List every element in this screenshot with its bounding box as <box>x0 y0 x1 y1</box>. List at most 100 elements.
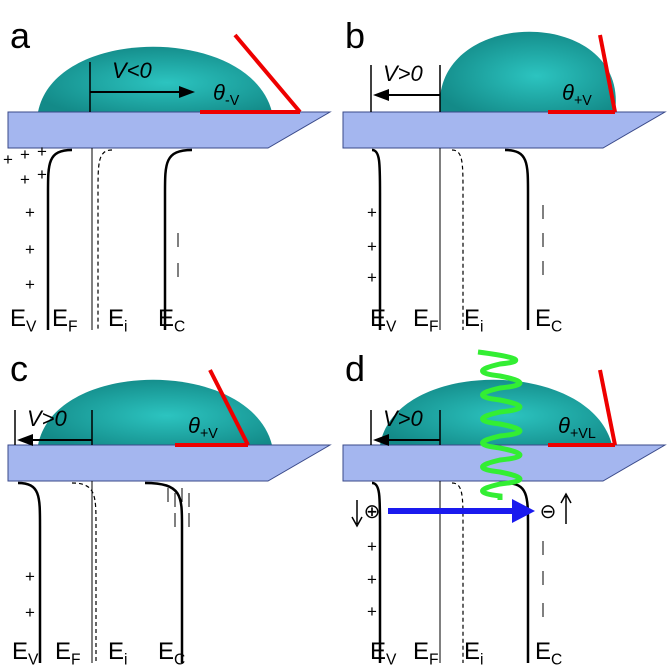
angle-label-sub: -V <box>225 93 240 109</box>
band-line <box>145 483 182 663</box>
panel-label: a <box>10 15 31 56</box>
angle-label-sub: +V <box>574 93 592 109</box>
substrate <box>343 112 665 148</box>
plus-charge: + <box>367 570 377 589</box>
plus-charge: + <box>367 203 377 222</box>
band-label: EC <box>158 305 185 335</box>
band-label-base: E <box>535 638 551 665</box>
band-label-base: E <box>370 638 386 665</box>
panel-label: b <box>345 15 365 56</box>
band-line <box>452 150 463 330</box>
band-label: Ei <box>108 638 127 667</box>
up-arrow <box>561 494 571 524</box>
panel-label: d <box>345 348 365 389</box>
band-label: EF <box>413 305 439 335</box>
droplet <box>38 380 272 445</box>
figure: aV<0θ-VEVEFEiEC++++++++bV>0θ+VEVEFEiEC++… <box>0 0 670 667</box>
substrate <box>8 445 330 481</box>
band-label-base: E <box>413 638 429 665</box>
band-label: EV <box>370 305 397 335</box>
electron: ⊖ <box>540 501 557 523</box>
down-arrow <box>352 500 362 526</box>
band-label-sub: F <box>68 318 78 335</box>
band-label: EC <box>535 305 562 335</box>
band-label-base: E <box>12 638 28 665</box>
band-label-base: E <box>52 305 68 332</box>
plus-charge: + <box>367 268 377 287</box>
band-label: EC <box>535 638 562 667</box>
band-label-sub: C <box>551 651 562 667</box>
angle-label-base: θ <box>562 80 574 105</box>
band-label-sub: C <box>551 318 562 335</box>
voltage-label: V>0 <box>383 406 424 431</box>
band-label-sub: i <box>124 318 127 335</box>
band-label-base: E <box>413 305 429 332</box>
plus-charge: + <box>367 537 377 556</box>
band-label-base: E <box>158 638 174 665</box>
plus-charge: + <box>367 602 377 621</box>
plus-charge: + <box>25 240 35 259</box>
band-label-sub: i <box>480 651 483 667</box>
band-label: EF <box>413 638 439 667</box>
voltage-label: V<0 <box>112 58 153 83</box>
plus-charge: + <box>37 165 47 184</box>
band-line <box>48 150 72 330</box>
band-label-sub: F <box>429 651 439 667</box>
band-label-base: E <box>535 305 551 332</box>
plus-charge: + <box>25 275 35 294</box>
plus-charge: + <box>25 203 35 222</box>
hole: ⊕ <box>364 501 381 523</box>
plus-charge: + <box>20 145 30 164</box>
band-label-sub: i <box>124 651 127 667</box>
band-label-base: E <box>370 305 386 332</box>
band-label-sub: V <box>28 651 39 667</box>
band-label-base: E <box>464 305 480 332</box>
band-label-base: E <box>55 638 71 665</box>
angle-label-base: θ <box>558 413 570 438</box>
band-label-sub: V <box>386 651 397 667</box>
angle-label-sub: +VL <box>570 426 596 442</box>
band-label-sub: i <box>480 318 483 335</box>
band-label: EF <box>55 638 81 667</box>
voltage-label: V>0 <box>383 61 424 86</box>
band-label: EV <box>12 638 39 667</box>
band-label-sub: F <box>429 318 439 335</box>
plus-charge: + <box>20 170 30 189</box>
transfer-arrowhead <box>512 499 535 523</box>
plus-charge: + <box>25 603 35 622</box>
voltage-label: V>0 <box>27 406 68 431</box>
band-label-base: E <box>158 305 174 332</box>
substrate <box>8 112 330 148</box>
angle-label-base: θ <box>188 413 200 438</box>
band-label-sub: C <box>174 318 185 335</box>
band-label: Ei <box>464 638 483 667</box>
band-label: Ei <box>108 305 127 335</box>
band-label-base: E <box>108 305 124 332</box>
band-label-sub: C <box>174 651 185 667</box>
plus-charge: + <box>25 567 35 586</box>
plus-charge: + <box>367 237 377 256</box>
plus-charge: + <box>3 150 13 169</box>
voltage-arrowhead <box>17 434 33 446</box>
voltage-arrowhead <box>373 89 389 101</box>
band-label-sub: V <box>386 318 397 335</box>
band-label-sub: F <box>71 651 81 667</box>
band-label: EV <box>370 638 397 667</box>
angle-label-base: θ <box>213 80 225 105</box>
plus-charge: + <box>37 142 47 161</box>
band-label-base: E <box>464 638 480 665</box>
band-label: EF <box>52 305 78 335</box>
band-label-sub: V <box>26 318 37 335</box>
band-line <box>98 150 112 330</box>
band-label: EV <box>10 305 37 335</box>
panel: aV<0θ-VEVEFEiEC++++++++ <box>3 15 330 335</box>
panel-label: c <box>10 348 28 389</box>
angle-label-sub: +V <box>200 426 218 442</box>
band-label-base: E <box>10 305 26 332</box>
band-label-base: E <box>108 638 124 665</box>
band-line <box>505 150 528 330</box>
band-label: Ei <box>464 305 483 335</box>
